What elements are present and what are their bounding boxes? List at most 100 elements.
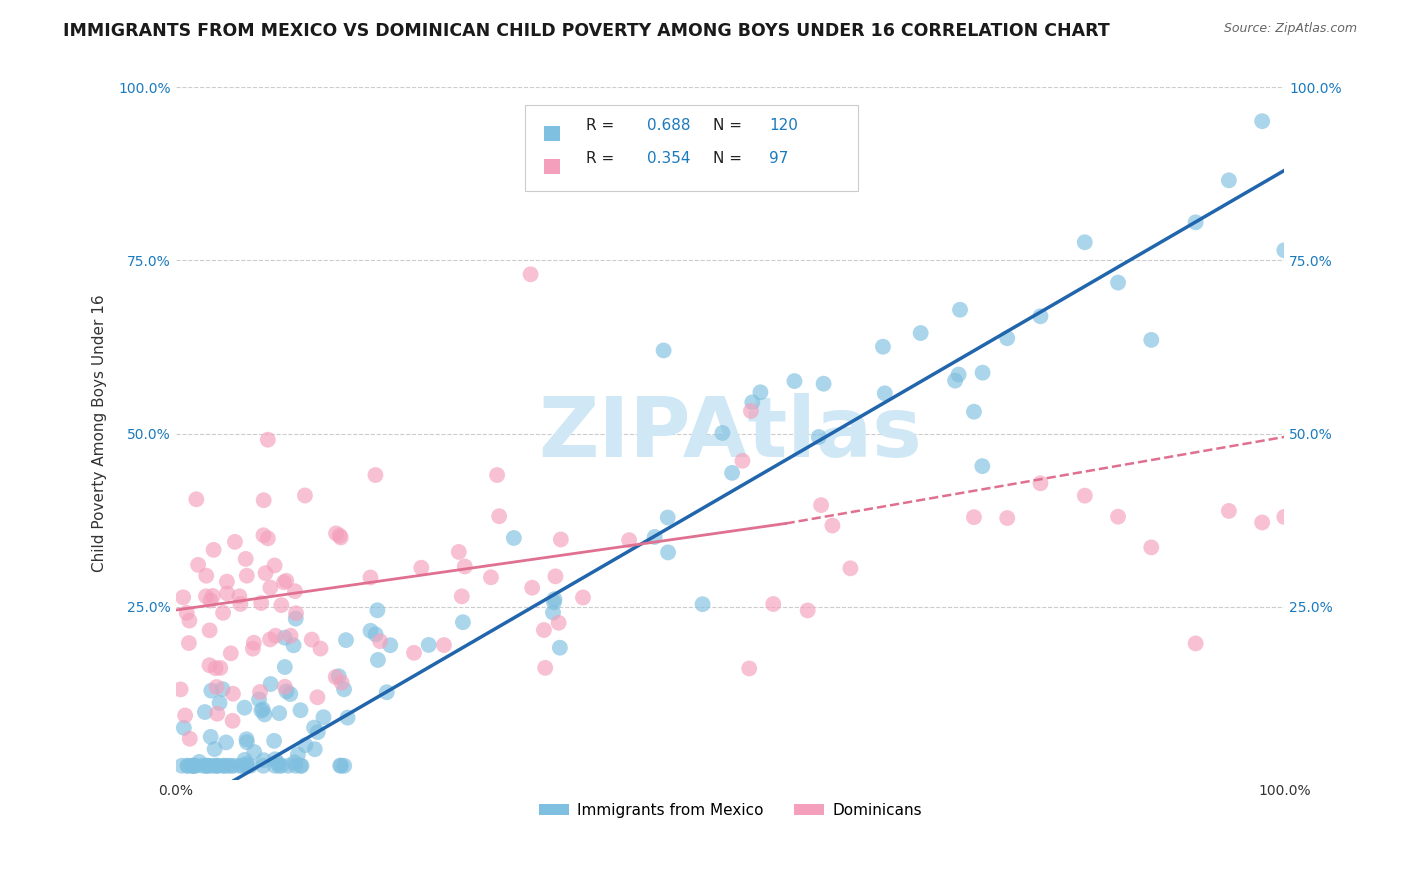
- Point: [333, 758, 356, 772]
- Point: [264, 752, 287, 766]
- Point: [285, 606, 308, 620]
- Point: [839, 561, 862, 575]
- Point: [502, 531, 524, 545]
- Point: [204, 742, 226, 756]
- Point: [250, 704, 273, 718]
- Point: [195, 568, 218, 582]
- Point: [253, 707, 276, 722]
- Point: [263, 734, 285, 748]
- Point: [284, 612, 307, 626]
- Point: [1074, 235, 1097, 250]
- Point: [364, 627, 387, 641]
- Point: [217, 758, 239, 772]
- Point: [181, 758, 204, 772]
- Point: [205, 758, 228, 772]
- Point: [721, 466, 744, 480]
- Point: [433, 638, 456, 652]
- Point: [522, 581, 544, 595]
- Point: [544, 569, 567, 583]
- Point: [269, 706, 291, 720]
- Point: [1029, 310, 1052, 324]
- Point: [533, 623, 555, 637]
- Point: [201, 758, 224, 772]
- Point: [235, 756, 257, 771]
- Text: N =: N =: [713, 152, 742, 166]
- Point: [194, 705, 217, 719]
- Point: [235, 758, 257, 772]
- Point: [1272, 510, 1295, 524]
- Point: [252, 528, 274, 542]
- Point: [273, 631, 295, 645]
- Point: [550, 533, 572, 547]
- Point: [264, 629, 287, 643]
- Point: [872, 340, 894, 354]
- FancyBboxPatch shape: [524, 104, 858, 191]
- Point: [276, 574, 298, 588]
- Point: [731, 454, 754, 468]
- Point: [738, 661, 761, 675]
- Point: [181, 758, 204, 772]
- Text: 0.688: 0.688: [647, 118, 690, 133]
- Point: [250, 596, 273, 610]
- Point: [284, 756, 307, 770]
- Point: [488, 509, 510, 524]
- Point: [284, 584, 307, 599]
- Point: [411, 560, 433, 574]
- Point: [169, 682, 191, 697]
- Point: [219, 758, 242, 772]
- Point: [222, 758, 245, 772]
- Point: [187, 558, 209, 572]
- Point: [807, 430, 830, 444]
- Point: [217, 586, 239, 600]
- Point: [572, 591, 595, 605]
- Point: [1029, 476, 1052, 491]
- Point: [749, 385, 772, 400]
- Point: [198, 624, 221, 638]
- Point: [200, 683, 222, 698]
- Point: [741, 395, 763, 409]
- Point: [652, 343, 675, 358]
- Point: [290, 703, 312, 717]
- Point: [174, 708, 197, 723]
- Point: [963, 405, 986, 419]
- Point: [176, 758, 198, 772]
- Point: [280, 629, 302, 643]
- Text: N =: N =: [713, 118, 742, 133]
- Point: [294, 488, 316, 502]
- Point: [287, 747, 309, 762]
- Point: [796, 603, 818, 617]
- Point: [943, 374, 966, 388]
- Point: [995, 511, 1018, 525]
- Point: [183, 758, 205, 772]
- Point: [259, 581, 281, 595]
- Point: [543, 595, 565, 609]
- Point: [402, 646, 425, 660]
- Point: [294, 738, 316, 752]
- Point: [447, 545, 470, 559]
- Point: [307, 725, 329, 739]
- Point: [547, 615, 569, 630]
- FancyBboxPatch shape: [544, 159, 560, 174]
- Point: [172, 591, 194, 605]
- Point: [948, 368, 970, 382]
- Point: [368, 634, 391, 648]
- Text: Source: ZipAtlas.com: Source: ZipAtlas.com: [1223, 22, 1357, 36]
- Point: [252, 758, 274, 772]
- Point: [228, 758, 250, 772]
- Point: [219, 646, 242, 660]
- Point: [541, 606, 564, 620]
- Point: [233, 700, 256, 714]
- Point: [243, 636, 266, 650]
- Point: [360, 624, 382, 638]
- Point: [290, 758, 312, 772]
- Point: [450, 590, 472, 604]
- Point: [910, 326, 932, 340]
- Point: [821, 518, 844, 533]
- Point: [253, 753, 276, 767]
- Point: [329, 531, 352, 545]
- Point: [184, 758, 207, 772]
- Point: [212, 758, 235, 772]
- Point: [329, 528, 352, 542]
- Point: [617, 533, 640, 548]
- Point: [1140, 333, 1163, 347]
